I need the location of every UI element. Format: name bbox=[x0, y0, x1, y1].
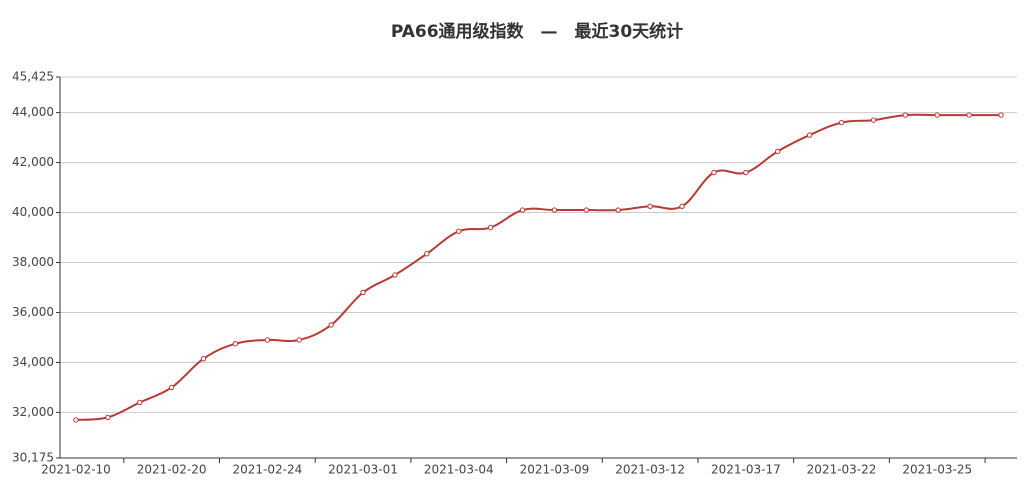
data-point bbox=[200, 355, 207, 362]
x-tick-label: 2021-03-25 bbox=[902, 463, 972, 477]
data-point bbox=[105, 414, 111, 421]
data-point bbox=[519, 207, 526, 213]
x-tick-label: 2021-02-24 bbox=[232, 463, 302, 477]
chart-title: PA66通用级指数 — 最近30天统计 bbox=[391, 21, 683, 42]
y-tick-label: 42,000 bbox=[12, 155, 54, 169]
data-point bbox=[232, 341, 239, 347]
series-line bbox=[75, 113, 1002, 421]
x-tick-label: 2021-03-22 bbox=[807, 463, 877, 477]
data-point bbox=[360, 289, 366, 296]
data-point bbox=[711, 169, 717, 176]
data-point bbox=[870, 117, 877, 123]
x-tick-label: 2021-03-01 bbox=[328, 463, 398, 477]
x-tick-label: 2021-03-12 bbox=[615, 463, 685, 477]
data-point bbox=[647, 203, 653, 209]
data-point bbox=[424, 251, 430, 257]
y-tick-label: 38,000 bbox=[12, 255, 54, 269]
x-tick-label: 2021-02-20 bbox=[137, 463, 207, 477]
x-tick-label: 2021-03-09 bbox=[520, 463, 590, 477]
data-point bbox=[551, 207, 558, 213]
data-point bbox=[264, 337, 271, 343]
x-tick-label: 2021-02-10 bbox=[41, 463, 111, 477]
y-tick-label: 30,175 bbox=[12, 451, 54, 465]
y-tick-label: 34,000 bbox=[12, 355, 54, 369]
y-tick-label: 32,000 bbox=[12, 405, 54, 419]
data-point bbox=[328, 322, 334, 328]
y-tick-label: 45,425 bbox=[12, 70, 54, 84]
y-tick-label: 44,000 bbox=[12, 105, 54, 119]
data-point bbox=[966, 112, 972, 118]
data-point bbox=[296, 337, 302, 343]
x-tick-label: 2021-03-17 bbox=[711, 463, 781, 477]
data-point bbox=[934, 112, 940, 118]
data-point bbox=[487, 224, 494, 231]
data-point bbox=[168, 384, 175, 391]
data-point bbox=[392, 272, 398, 278]
data-point bbox=[137, 399, 143, 406]
data-point bbox=[806, 132, 813, 138]
data-point bbox=[838, 119, 845, 126]
y-tick-label: 40,000 bbox=[12, 205, 54, 219]
data-point bbox=[583, 207, 590, 213]
data-point bbox=[743, 169, 749, 176]
data-point bbox=[998, 112, 1004, 118]
x-tick-label: 2021-03-04 bbox=[424, 463, 494, 477]
data-point bbox=[679, 203, 685, 209]
data-point bbox=[73, 417, 79, 423]
data-point bbox=[456, 228, 462, 234]
data-point bbox=[775, 148, 781, 155]
y-tick-label: 36,000 bbox=[12, 305, 54, 319]
data-point bbox=[615, 207, 621, 213]
data-point bbox=[902, 112, 909, 118]
